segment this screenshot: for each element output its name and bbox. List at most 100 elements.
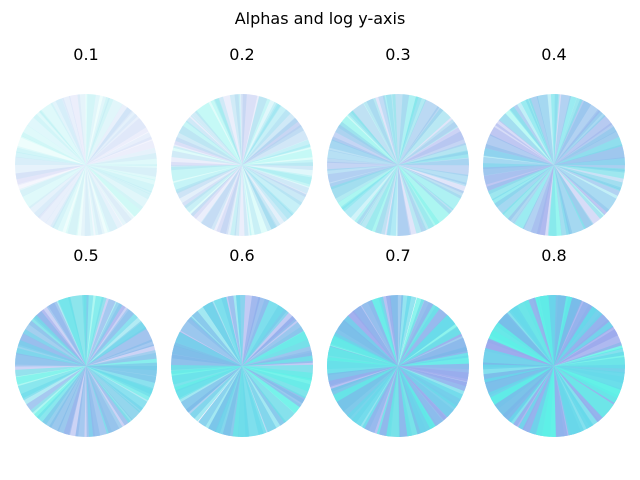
polar-bar [198, 366, 242, 437]
panel-title: 0.4 [541, 45, 566, 64]
polar-bar [187, 94, 242, 165]
polar-bar [231, 94, 250, 165]
polar-bar [554, 165, 615, 236]
polar-bar [340, 165, 398, 236]
polar-bar [211, 165, 242, 236]
polar-bar [171, 165, 242, 236]
polar-bar [171, 102, 242, 165]
polar-bar [15, 122, 86, 165]
polar-bar [40, 94, 86, 165]
polar-bar [171, 165, 242, 236]
polar-bar [327, 126, 398, 165]
polar-bar [242, 364, 313, 384]
polar-bar [171, 165, 242, 202]
polar-bar [15, 297, 86, 366]
polar-bar [242, 161, 313, 172]
polar-bar [242, 97, 313, 165]
panel-title: 0.7 [385, 246, 410, 265]
polar-bar [242, 295, 290, 366]
polar-bar [398, 111, 469, 165]
polar-bar [15, 165, 86, 235]
polar-bar [525, 94, 554, 165]
polar-bar [242, 165, 293, 236]
polar-bar [242, 157, 313, 193]
polar-bar [25, 165, 86, 236]
polar-bar [554, 165, 625, 182]
polar-bars-8 [483, 295, 625, 437]
polar-bar [554, 153, 625, 176]
polar-bar [327, 143, 398, 165]
polar-bar [554, 103, 625, 165]
polar-bar [517, 366, 554, 437]
polar-bar [15, 327, 86, 366]
polar-bar [171, 165, 242, 196]
polar-bar [73, 94, 100, 165]
polar-bar [15, 165, 86, 236]
polar-bar [24, 165, 87, 235]
polar-bar [545, 165, 582, 236]
polar-bar [51, 366, 86, 437]
polar-bar [489, 165, 554, 236]
polar-bar [86, 165, 157, 236]
polar-bar [194, 366, 242, 437]
polar-bar [398, 104, 469, 165]
polar-bar [554, 110, 625, 165]
polar-bar [242, 295, 281, 366]
polar-bar [242, 134, 313, 165]
polar-bar [58, 165, 97, 236]
polar-bar [242, 165, 305, 234]
panel-title: 0.2 [229, 45, 254, 64]
polar-bar [327, 160, 398, 189]
polar-bar [554, 300, 606, 366]
polar-bar [554, 132, 625, 175]
polar-bar [490, 366, 554, 437]
polar-bar [504, 165, 554, 228]
polar-bar [550, 94, 562, 165]
polar-bar [171, 118, 242, 165]
polar-bar [398, 165, 429, 236]
polar-bar [86, 295, 149, 366]
polar-bar [327, 332, 398, 366]
polar-bar [171, 134, 242, 165]
polar-bar [86, 94, 104, 165]
polar-bar [242, 366, 313, 412]
polar-bar [327, 94, 398, 165]
polar-bar [483, 141, 554, 165]
polar-bar [86, 117, 157, 165]
polar-bar [86, 165, 110, 236]
polar-bar [554, 94, 625, 165]
polar-bar [483, 297, 554, 366]
polar-bar [554, 165, 625, 202]
polar-bar [86, 165, 148, 230]
polar-bar [178, 366, 242, 434]
polar-bar [554, 165, 625, 203]
polar-bar [15, 165, 86, 188]
polar-bar [327, 165, 398, 221]
polar-bar [486, 113, 554, 165]
polar-bar [171, 165, 242, 210]
polar-bar [242, 165, 295, 236]
polar-bar [242, 165, 313, 210]
polar-bar [185, 165, 242, 225]
polar-bar [86, 150, 157, 185]
polar-bar [398, 366, 469, 433]
polar-bar [182, 94, 242, 165]
polar-bar [15, 165, 86, 201]
polar-bar [242, 94, 286, 165]
polar-bar [171, 125, 242, 165]
polar-bar [214, 165, 242, 236]
polar-bar [398, 295, 420, 366]
polar-bar [483, 165, 554, 206]
polar-bar [554, 112, 620, 165]
polar-bar [242, 138, 313, 167]
polar-bar [483, 165, 554, 212]
polar-bar [327, 165, 398, 216]
polar-bar [242, 94, 279, 165]
polar-bar [389, 94, 428, 165]
polar-bar [17, 165, 87, 230]
polar-bar [15, 313, 86, 366]
polar-bar [86, 112, 157, 165]
polar-bar [554, 295, 597, 366]
polar-bar [349, 366, 398, 437]
